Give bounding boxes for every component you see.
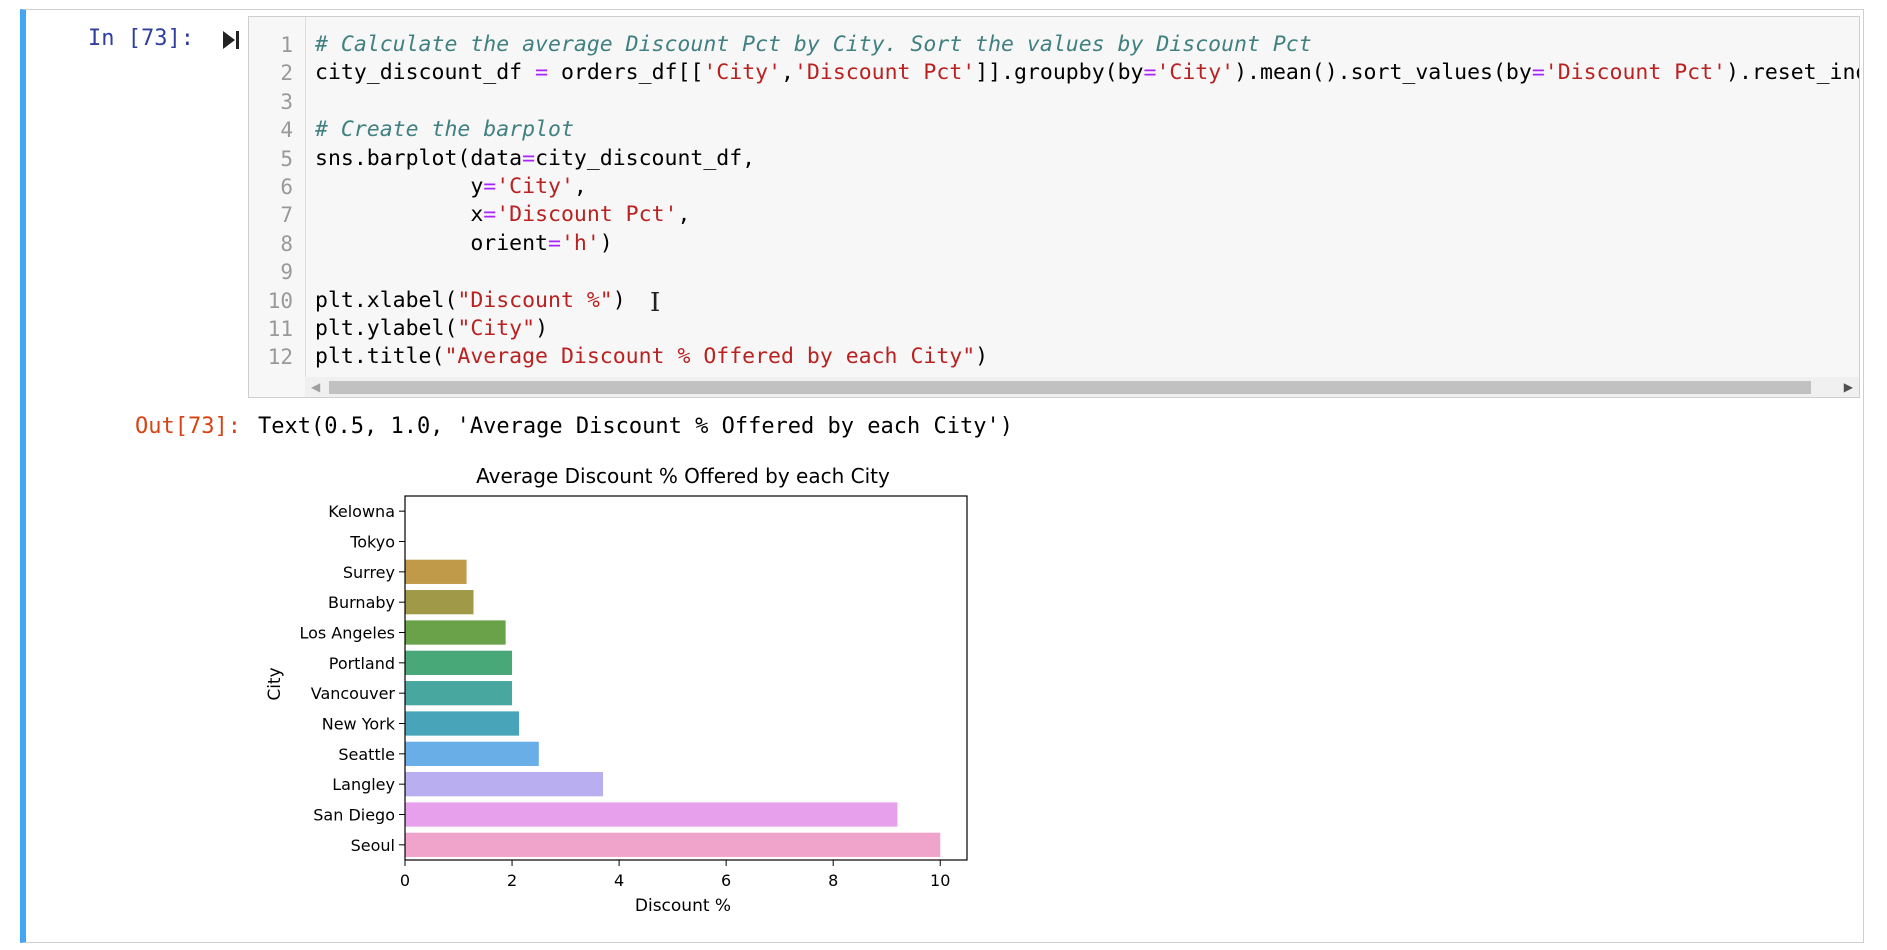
barplot-chart: Average Discount % Offered by each City …	[265, 464, 968, 916]
y-tick-label: Vancouver	[311, 684, 396, 703]
y-axis-label: City	[265, 667, 285, 700]
bar-new-york	[405, 711, 520, 736]
code-line-7[interactable]: x='Discount Pct',	[315, 202, 691, 228]
x-axis-label: Discount %	[635, 896, 731, 916]
code-editor[interactable]: 1 2 3 4 5 6 7 8 9 10 11 12 # Calculate t…	[248, 16, 1860, 398]
y-tick-label: Kelowna	[328, 502, 395, 521]
line-number: 2	[280, 61, 293, 86]
out-prompt: Out[73]:	[135, 414, 241, 439]
bar-langley	[405, 772, 604, 797]
y-tick-label: Portland	[329, 654, 395, 673]
x-tick-label: 8	[828, 871, 838, 890]
text-cursor-icon: I	[650, 288, 661, 318]
line-number: 10	[267, 288, 293, 313]
line-number: 3	[280, 89, 293, 114]
line-number: 7	[280, 203, 293, 228]
bar-surrey	[405, 559, 467, 584]
code-line-2[interactable]: city_discount_df = orders_df[['City','Di…	[315, 60, 1859, 86]
scrollbar-thumb[interactable]	[329, 381, 1811, 394]
x-tick-label: 2	[507, 871, 517, 890]
y-tick-label: Tokyo	[349, 533, 395, 552]
run-cell-icon[interactable]	[220, 28, 242, 52]
y-tick-label: Los Angeles	[299, 624, 395, 643]
y-tick-label: San Diego	[313, 806, 395, 825]
line-number: 5	[280, 146, 293, 171]
y-tick-label: Surrey	[343, 563, 395, 582]
x-tick-label: 6	[721, 871, 731, 890]
line-number: 1	[280, 33, 293, 57]
bar-seattle	[405, 741, 539, 766]
bar-burnaby	[405, 590, 474, 615]
code-line-11[interactable]: plt.ylabel("City")	[315, 316, 549, 341]
code-line-8[interactable]: orient='h')	[315, 230, 613, 256]
x-tick-label: 4	[614, 871, 624, 890]
y-tick-label: Burnaby	[328, 593, 395, 612]
code-line-5[interactable]: sns.barplot(data=city_discount_df,	[315, 145, 756, 171]
bar-portland	[405, 650, 513, 675]
scroll-right-icon[interactable]: ▶	[1843, 380, 1853, 394]
line-number: 6	[280, 175, 293, 199]
y-tick-label: New York	[322, 715, 396, 734]
x-tick-label: 0	[400, 871, 410, 890]
horizontal-scrollbar[interactable]: ◀ ▶	[305, 377, 1859, 397]
y-tick-label: Seattle	[338, 745, 395, 764]
line-number: 8	[280, 231, 293, 256]
in-prompt: In [73]:	[88, 26, 194, 51]
code-line-10[interactable]: plt.xlabel("Discount %")	[315, 287, 626, 313]
line-number-gutter: 1 2 3 4 5 6 7 8 9 10 11 12	[249, 17, 306, 377]
bar-san-diego	[405, 802, 898, 827]
plot-frame	[404, 495, 968, 861]
line-number: 12	[267, 345, 293, 370]
bar-vancouver	[405, 681, 513, 706]
line-number: 11	[267, 317, 293, 341]
code-line-6[interactable]: y='City',	[315, 174, 587, 199]
y-tick-label: Langley	[332, 775, 395, 794]
x-tick-label: 10	[930, 871, 950, 890]
bar-seoul	[405, 832, 941, 857]
scroll-left-icon[interactable]: ◀	[311, 380, 321, 394]
output-text: Text(0.5, 1.0, 'Average Discount % Offer…	[258, 414, 1013, 439]
line-number: 9	[280, 260, 293, 285]
line-number: 4	[280, 118, 293, 143]
y-tick-label: Seoul	[351, 836, 395, 855]
bar-los-angeles	[405, 620, 506, 645]
code-line-12[interactable]: plt.title("Average Discount % Offered by…	[315, 344, 989, 370]
code-line-1[interactable]: # Calculate the average Discount Pct by …	[315, 32, 1312, 57]
chart-title: Average Discount % Offered by each City	[476, 464, 890, 488]
code-line-4[interactable]: # Create the barplot	[315, 117, 574, 143]
